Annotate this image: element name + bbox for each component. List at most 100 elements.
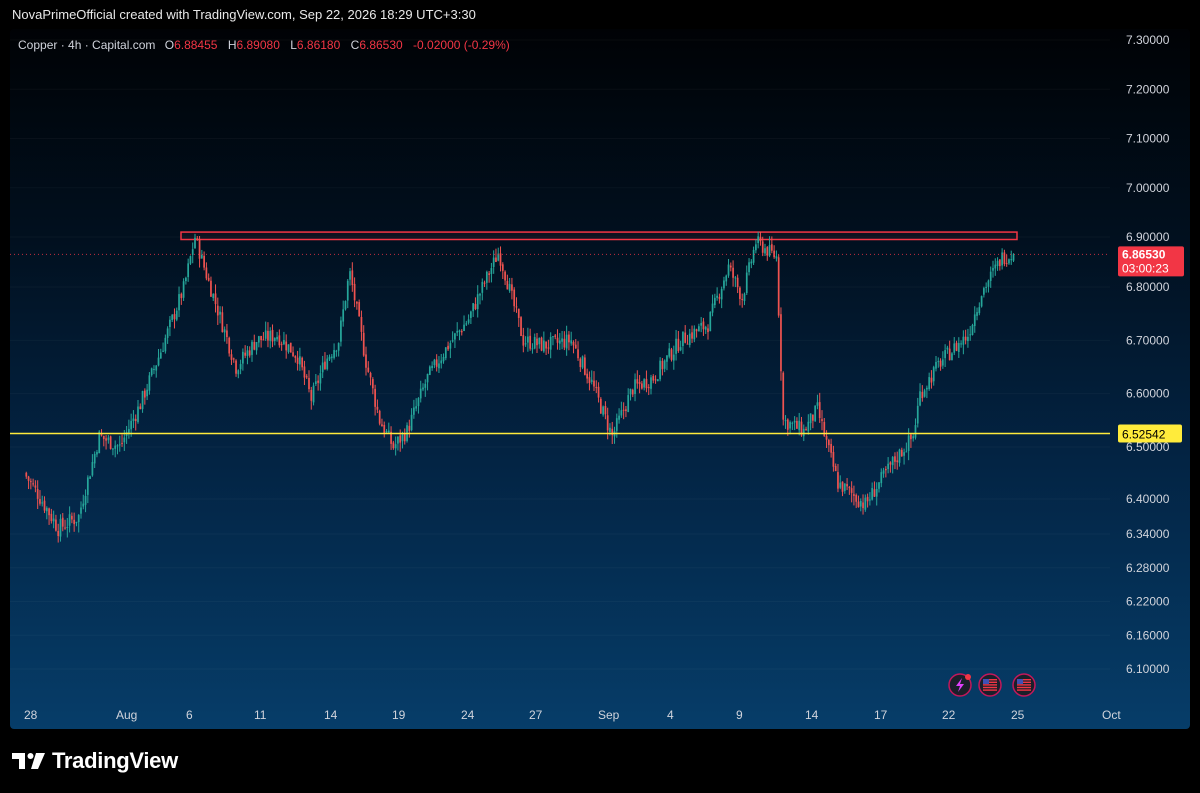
candle (524, 336, 527, 347)
event-icons[interactable] (948, 673, 1036, 697)
candle (869, 492, 871, 506)
candle (330, 353, 333, 363)
candle (1012, 253, 1015, 263)
candle (682, 331, 684, 355)
candle (442, 353, 445, 364)
candle (137, 400, 139, 424)
candle (857, 495, 860, 508)
candle (401, 431, 404, 449)
time-tick-label: 24 (461, 708, 475, 722)
candle (328, 354, 331, 361)
candle (371, 377, 374, 395)
candle (210, 276, 212, 297)
candle (588, 371, 591, 391)
price-tick-label: 6.34000 (1126, 527, 1170, 541)
candle (645, 370, 648, 393)
candle (428, 365, 431, 376)
price-axis[interactable]: 7.30000 7.20000 7.10000 7.00000 6.90000 6.800… (1110, 29, 1190, 729)
candle (424, 379, 427, 397)
candle (745, 265, 748, 295)
candle (766, 246, 769, 261)
candle (292, 346, 294, 358)
candle (613, 426, 616, 444)
candle (880, 468, 883, 488)
candle (593, 371, 595, 392)
candle (584, 354, 586, 376)
candle (262, 332, 265, 341)
candle (522, 327, 525, 353)
candle (73, 512, 76, 532)
candle (716, 287, 718, 301)
time-tick-label: Sep (598, 708, 620, 722)
time-axis[interactable]: 28 Aug 6 11 14 19 24 27 Sep 4 9 14 17 22 25 Oct (24, 708, 1121, 722)
candle (818, 392, 821, 423)
candle (413, 399, 415, 419)
candle (458, 329, 461, 341)
close-value: 6.86530 (359, 38, 403, 52)
candle (531, 343, 534, 354)
candle (248, 346, 251, 358)
candle (346, 279, 349, 309)
candle (916, 397, 919, 428)
candle (684, 325, 687, 344)
candle (82, 494, 85, 510)
candle (520, 316, 522, 337)
candle (454, 332, 456, 349)
candle (542, 331, 545, 353)
price-tick-label: 6.50000 (1126, 440, 1170, 454)
ohlc-legend: Copper · 4h · Capital.com O6.88455 H6.89… (18, 38, 517, 52)
candle (693, 325, 696, 343)
candle (750, 259, 753, 269)
symbol-label[interactable]: Copper · 4h · Capital.com (18, 38, 156, 52)
candle (672, 345, 675, 370)
candle (768, 236, 771, 258)
candle (27, 475, 30, 490)
chart-panel[interactable]: 7.30000 7.20000 7.10000 7.00000 6.90000 6.800… (10, 29, 1190, 729)
candle (843, 483, 846, 494)
candle (337, 342, 340, 357)
price-tick-label: 6.60000 (1126, 387, 1170, 401)
candle (185, 276, 187, 285)
tradingview-footer[interactable]: TradingView (12, 748, 178, 774)
candle (305, 374, 308, 379)
us-flag-icon[interactable] (1012, 673, 1036, 697)
candle (702, 317, 705, 336)
candle (782, 371, 785, 426)
candle (629, 388, 632, 401)
candlestick-chart[interactable]: 7.30000 7.20000 7.10000 7.00000 6.90000 6.800… (10, 29, 1190, 729)
candle (504, 270, 506, 286)
time-tick-label: 25 (1011, 708, 1025, 722)
candle (390, 426, 392, 450)
candle (827, 438, 830, 453)
candle (93, 451, 96, 468)
candle (449, 340, 452, 359)
attribution-header: NovaPrimeOfficial created with TradingVi… (12, 7, 476, 22)
candle (748, 258, 750, 276)
candle (513, 287, 516, 312)
candle (264, 321, 267, 341)
us-flag-icon[interactable] (978, 673, 1002, 697)
candle (830, 438, 832, 458)
lightning-icon[interactable] (948, 673, 972, 697)
candle (577, 341, 579, 361)
candle (378, 409, 381, 426)
open-value: 6.88455 (174, 38, 218, 52)
price-tick-label: 6.10000 (1126, 662, 1170, 676)
candle (285, 334, 288, 359)
candle (889, 461, 892, 473)
horizontal-lines (10, 253, 1110, 435)
resistance-zone-layer (180, 231, 1018, 241)
candle (622, 402, 625, 420)
candle (939, 358, 942, 371)
resistance-zone-rectangle[interactable] (180, 231, 1018, 241)
candle (941, 351, 944, 369)
candle (86, 475, 89, 504)
candle (71, 512, 73, 524)
candle (358, 299, 361, 317)
candle (479, 292, 481, 305)
candle (896, 451, 899, 470)
price-tick-label: 6.28000 (1126, 561, 1170, 575)
candle (374, 384, 376, 416)
candle (200, 249, 203, 259)
